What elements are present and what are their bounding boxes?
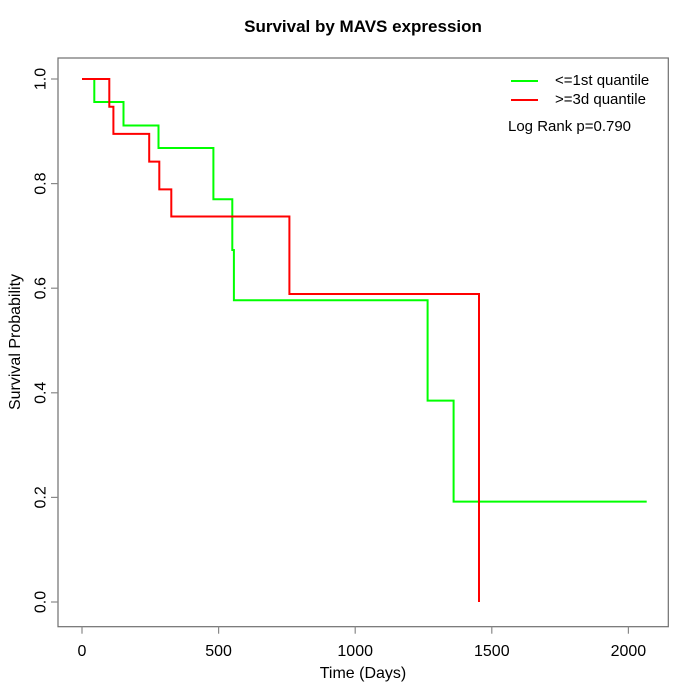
y-tick-label: 0.2	[33, 486, 50, 508]
y-tick-label: 0.4	[33, 382, 50, 404]
legend-label-low-expression: <=1st quantile	[555, 72, 650, 89]
plot-border	[57, 57, 669, 628]
legend-item-low-expression: <=1st quantile	[511, 71, 649, 90]
x-tick-label: 0	[78, 643, 87, 660]
y-tick-label: 0.6	[33, 277, 50, 299]
chart-title: Survival by MAVS expression	[244, 17, 482, 36]
x-tick-label: 1500	[474, 643, 510, 660]
x-tick-label: 2000	[611, 643, 647, 660]
legend-line-red	[511, 98, 538, 101]
y-tick-label: 1.0	[33, 68, 50, 90]
legend-item-high-expression: >=3d quantile	[511, 90, 649, 109]
legend: <=1st quantile >=3d quantile Log Rank p=…	[508, 71, 649, 135]
y-tick-label: 0.8	[33, 172, 50, 194]
survival-curve-high-expression	[82, 78, 480, 602]
x-tick-label: 500	[205, 643, 232, 660]
y-axis-title: Survival Probability	[7, 273, 24, 411]
survival-curve-low-expression	[82, 78, 647, 503]
log-rank-annotation: Log Rank p=0.790	[508, 118, 632, 135]
x-tick-label: 1000	[337, 643, 373, 660]
y-tick-label: 0.0	[33, 591, 50, 613]
legend-line-green	[511, 79, 538, 82]
legend-label-high-expression: >=3d quantile	[555, 91, 646, 108]
x-axis-title: Time (Days)	[319, 665, 407, 682]
